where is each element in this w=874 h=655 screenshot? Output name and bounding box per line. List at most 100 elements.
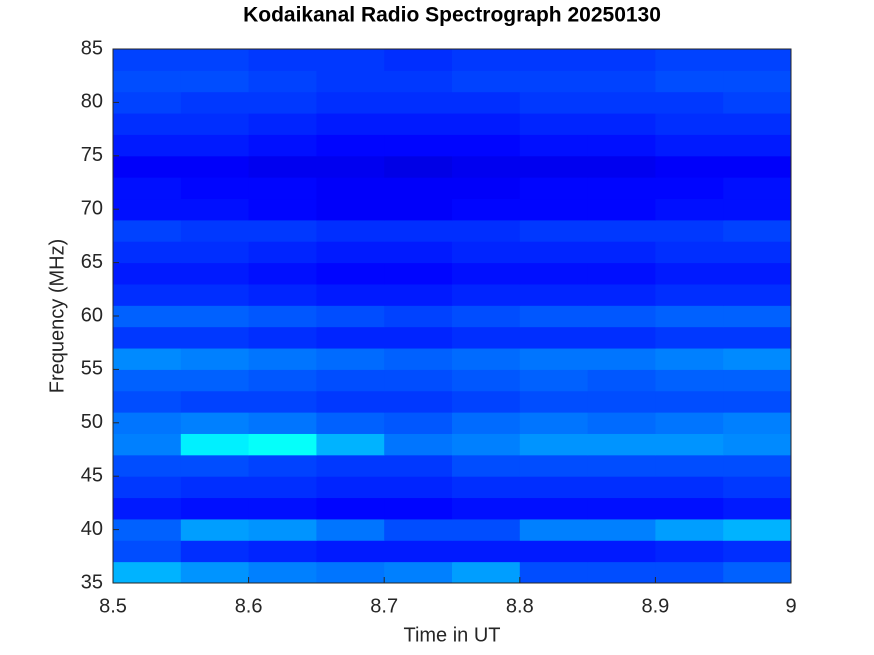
- heat-cell: [180, 262, 250, 285]
- heat-cell: [655, 326, 724, 349]
- heat-cell: [452, 219, 521, 242]
- y-tick-label: 65: [81, 251, 103, 273]
- heat-cell: [113, 49, 182, 71]
- heat-cell: [587, 134, 656, 157]
- heat-cell: [655, 70, 724, 93]
- heat-cell: [180, 326, 250, 349]
- x-tick-label: 8.6: [235, 595, 263, 617]
- heat-cell: [655, 91, 724, 114]
- heat-cell: [113, 476, 182, 499]
- heat-cell: [180, 241, 250, 264]
- heat-cell: [384, 518, 453, 541]
- heat-cell: [452, 326, 521, 349]
- heat-cell: [519, 262, 589, 285]
- heat-cell: [113, 134, 182, 157]
- y-axis-label: Frequency (MHz): [46, 239, 68, 393]
- heat-cell: [180, 476, 250, 499]
- heat-cell: [452, 561, 521, 584]
- heat-cell: [248, 241, 317, 264]
- heat-cell: [452, 91, 521, 114]
- heat-cell: [655, 476, 724, 499]
- heat-cell: [587, 70, 656, 93]
- heat-cell: [316, 113, 385, 135]
- heat-cell: [452, 540, 521, 563]
- heat-cell: [316, 49, 385, 71]
- heat-cell: [113, 326, 182, 349]
- heat-cell: [655, 561, 724, 584]
- heat-cell: [452, 412, 521, 434]
- heat-cell: [519, 70, 589, 93]
- heat-cell: [113, 113, 182, 135]
- x-axis-label: Time in UT: [403, 624, 500, 646]
- x-tick-label: 8.8: [506, 595, 534, 617]
- heat-cell: [452, 454, 521, 477]
- heat-cell: [452, 155, 521, 178]
- heat-cell: [587, 348, 656, 370]
- heat-cell: [519, 476, 589, 499]
- heat-cell: [248, 49, 317, 71]
- heat-cell: [180, 283, 250, 306]
- axes: 8.5 8.6 8.7 8.8 8.9 9 35 40 45 50 55 60 65 70 75 80 85: [81, 37, 797, 617]
- heat-cell: [384, 433, 453, 456]
- heat-cell: [384, 177, 453, 200]
- heat-cell: [248, 561, 317, 584]
- heat-cell: [587, 262, 656, 285]
- heat-cell: [452, 198, 521, 221]
- heat-cell: [723, 348, 792, 370]
- heat-cell: [519, 390, 589, 413]
- heat-cell: [723, 497, 792, 520]
- heat-cell: [248, 369, 317, 392]
- heat-cell: [452, 433, 521, 456]
- heat-cell: [113, 177, 182, 200]
- heat-cell: [519, 305, 589, 328]
- heat-cell: [316, 433, 385, 456]
- heat-cell: [384, 262, 453, 285]
- heat-cell: [519, 454, 589, 477]
- heat-cell: [655, 369, 724, 392]
- heat-cell: [587, 49, 656, 71]
- heat-cell: [180, 390, 250, 413]
- heat-cell: [723, 476, 792, 499]
- heat-cell: [587, 497, 656, 520]
- heat-cell: [180, 70, 250, 93]
- heat-cell: [113, 305, 182, 328]
- heat-cell: [723, 177, 792, 200]
- heat-cell: [587, 518, 656, 541]
- heat-cell: [180, 348, 250, 370]
- heat-cell: [316, 262, 385, 285]
- heat-cell: [587, 91, 656, 114]
- heat-cell: [723, 113, 792, 135]
- heat-cell: [655, 305, 724, 328]
- heat-cell: [316, 540, 385, 563]
- heat-cell: [384, 134, 453, 157]
- heat-cell: [316, 177, 385, 200]
- heat-cell: [384, 326, 453, 349]
- heatmap: [113, 49, 792, 584]
- heat-cell: [655, 219, 724, 242]
- heat-cell: [384, 412, 453, 434]
- heat-cell: [248, 70, 317, 93]
- heat-cell: [384, 454, 453, 477]
- heat-cell: [452, 283, 521, 306]
- heat-cell: [723, 390, 792, 413]
- heat-cell: [723, 198, 792, 221]
- heat-cell: [587, 198, 656, 221]
- heat-cell: [723, 454, 792, 477]
- heat-cell: [248, 219, 317, 242]
- heat-cell: [113, 262, 182, 285]
- heat-cell: [655, 348, 724, 370]
- y-tick-label: 40: [81, 518, 103, 540]
- heat-cell: [655, 540, 724, 563]
- heat-cell: [723, 155, 792, 178]
- heat-cell: [316, 518, 385, 541]
- heat-cell: [316, 134, 385, 157]
- heat-cell: [248, 326, 317, 349]
- heat-cell: [587, 113, 656, 135]
- heat-cell: [384, 476, 453, 499]
- heat-cell: [587, 177, 656, 200]
- heat-cell: [180, 155, 250, 178]
- y-tick-label: 50: [81, 411, 103, 433]
- heat-cell: [180, 369, 250, 392]
- heat-cell: [723, 561, 792, 584]
- heat-cell: [384, 91, 453, 114]
